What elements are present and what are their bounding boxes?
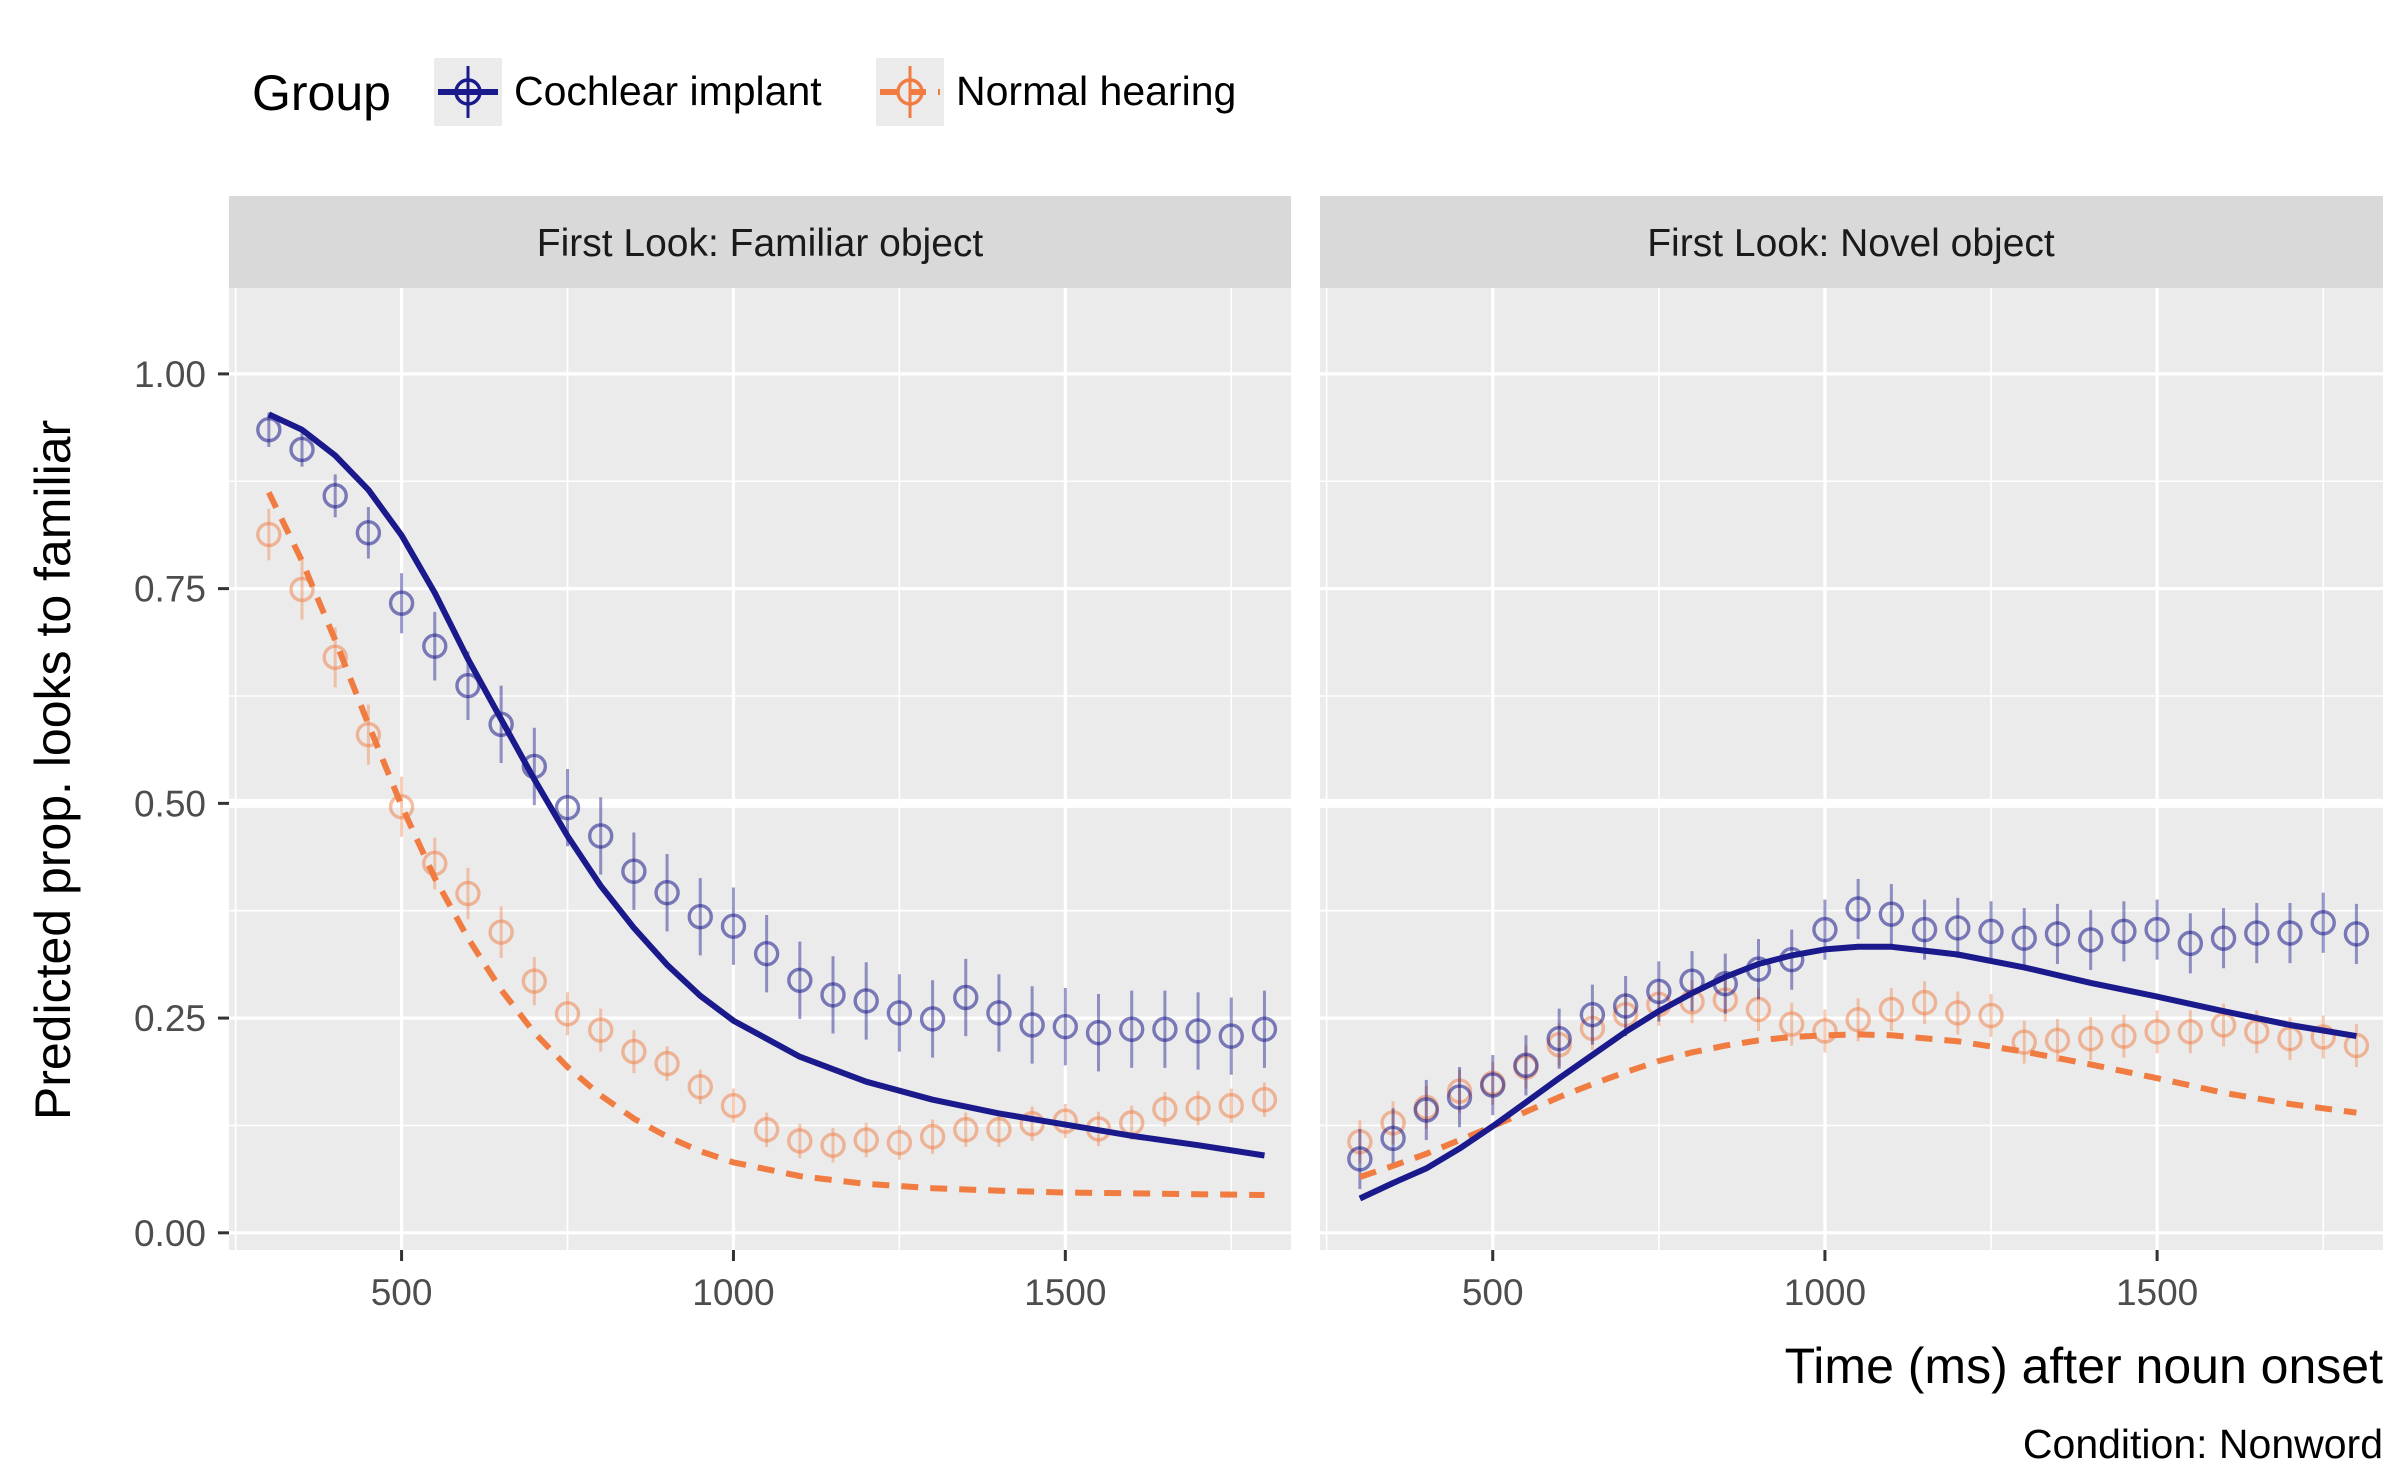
x-tick-label: 500 [371, 1272, 433, 1313]
legend: Group Cochlear implant Normal hearing [252, 58, 1236, 126]
y-tick-label: 0.00 [134, 1213, 206, 1254]
y-tick-label: 0.50 [134, 783, 206, 824]
x-tick-label: 1000 [1784, 1272, 1866, 1313]
x-axis-familiar-object: 500 1000 1500 [371, 1250, 1107, 1313]
plot-area-novel-object [1320, 288, 2383, 1250]
legend-title: Group [252, 65, 391, 121]
x-axis-novel-object: 500 1000 1500 [1462, 1250, 2198, 1313]
x-tick-label: 1500 [2116, 1272, 2198, 1313]
x-axis-title: Time (ms) after noun onset [1785, 1338, 2383, 1394]
y-tick-label: 1.00 [134, 354, 206, 395]
x-tick-label: 1000 [692, 1272, 774, 1313]
legend-label-cochlear-implant: Cochlear implant [514, 68, 822, 114]
panel-familiar-object: First Look: Familiar object 500 1000 1500 [229, 196, 1291, 1313]
x-tick-label: 500 [1462, 1272, 1524, 1313]
y-axis-title: Predicted prop. looks to familiar [25, 420, 81, 1120]
panel-title-novel-object: First Look: Novel object [1647, 222, 2055, 265]
x-tick-label: 1500 [1024, 1272, 1106, 1313]
panel-title-familiar-object: First Look: Familiar object [537, 222, 984, 265]
y-axis: 0.00 0.25 0.50 0.75 1.00 [134, 354, 229, 1254]
y-tick-label: 0.25 [134, 998, 206, 1039]
panel-novel-object: First Look: Novel object 500 1000 1500 [1320, 196, 2383, 1313]
caption: Condition: Nonword [2023, 1421, 2383, 1467]
y-tick-label: 0.75 [134, 569, 206, 610]
legend-label-normal-hearing: Normal hearing [956, 68, 1236, 114]
